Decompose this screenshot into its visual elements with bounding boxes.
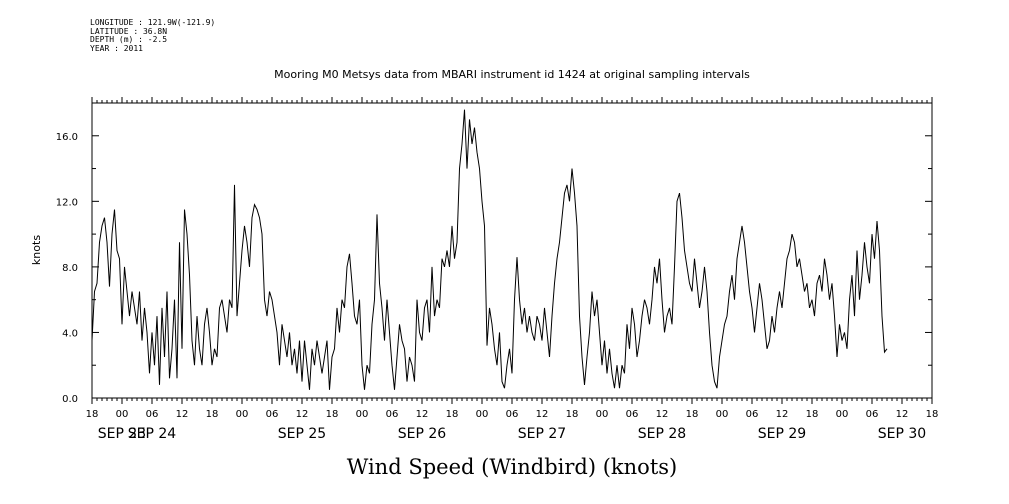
x-axis-label: Wind Speed (Windbird) (knots) <box>346 455 678 479</box>
meta-depth: DEPTH (m) : -2.5 <box>90 35 168 44</box>
x-tick-label: 12 <box>536 409 549 420</box>
x-tick-label: 18 <box>686 409 699 420</box>
x-tick-label: 00 <box>236 409 249 420</box>
x-date-label: SEP 26 <box>398 426 447 442</box>
y-axis: 0.0 4.0 8.0 12.0 16.0 <box>56 102 932 405</box>
y-axis-label: knots <box>30 235 43 265</box>
x-date-label: SEP 28 <box>638 426 686 442</box>
x-tick-label: 06 <box>146 409 159 420</box>
x-date-label: SEP 30 <box>878 426 926 442</box>
x-date-label: SEP 27 <box>518 426 566 442</box>
x-tick-label: 06 <box>266 409 279 420</box>
x-axis: 18 00 06 12 18 00 06 12 18 00 06 12 18 00 06 12 18 00 06 12… <box>86 97 939 442</box>
chart-title: Mooring M0 Metsys data from MBARI instru… <box>274 68 750 81</box>
x-tick-label: 18 <box>86 409 99 420</box>
x-tick-label: 06 <box>626 409 639 420</box>
x-tick-label: 00 <box>836 409 849 420</box>
x-tick-label: 12 <box>296 409 309 420</box>
series-group <box>91 109 888 390</box>
x-tick-label: 18 <box>806 409 819 420</box>
x-date-label: SEP 23 <box>98 426 146 442</box>
x-tick-label: 12 <box>176 409 189 420</box>
plot-frame <box>91 102 933 399</box>
x-tick-label: 00 <box>116 409 129 420</box>
x-tick-label: 06 <box>506 409 519 420</box>
plot-border <box>91 102 933 399</box>
x-date-label: SEP 24 <box>128 426 177 442</box>
x-tick-label: 00 <box>476 409 489 420</box>
y-tick-label: 4.0 <box>62 328 78 339</box>
y-tick-label: 12.0 <box>56 197 78 208</box>
x-date-label: SEP 29 <box>758 426 806 442</box>
meta-longitude: LONGITUDE : 121.9W(-121.9) <box>90 18 216 27</box>
y-tick-label: 0.0 <box>62 394 78 405</box>
x-tick-label: 12 <box>776 409 789 420</box>
x-tick-label: 18 <box>926 409 939 420</box>
x-tick-label: 00 <box>716 409 729 420</box>
y-tick-label: 8.0 <box>62 263 78 274</box>
y-tick-label: 16.0 <box>56 132 78 143</box>
x-tick-label: 00 <box>356 409 369 420</box>
x-tick-label: 00 <box>596 409 609 420</box>
x-tick-label: 12 <box>416 409 429 420</box>
x-tick-label: 06 <box>866 409 879 420</box>
x-tick-label: 18 <box>326 409 339 420</box>
x-tick-label: 18 <box>446 409 459 420</box>
wind-speed-line <box>91 109 888 390</box>
meta-year: YEAR : 2011 <box>90 43 143 53</box>
meta-latitude: LATITUDE : 36.8N <box>90 26 168 36</box>
x-tick-label: 18 <box>206 409 219 420</box>
x-tick-label: 06 <box>746 409 759 420</box>
x-tick-label: 06 <box>386 409 399 420</box>
x-tick-label: 12 <box>656 409 669 420</box>
metadata-block: LONGITUDE : 121.9W(-121.9) LATITUDE : 36… <box>90 18 216 53</box>
x-tick-label: 12 <box>896 409 909 420</box>
x-date-label: SEP 25 <box>278 426 326 442</box>
x-tick-label: 18 <box>566 409 579 420</box>
